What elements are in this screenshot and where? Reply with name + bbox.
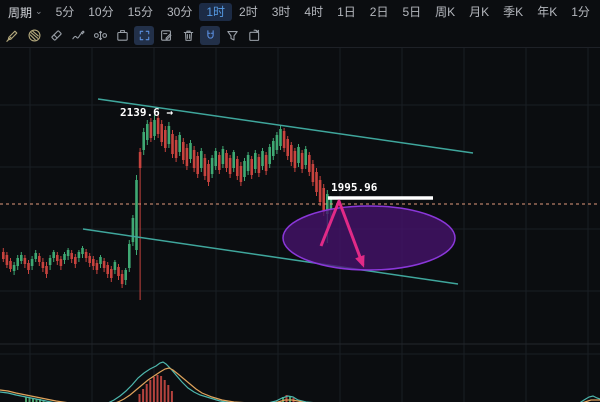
timeframe-bar-items: 5分 10分 15分 30分 1时 2时 3时 4时 1日 2日 5日 周K 月K 季K 年K 1分: [49, 3, 597, 21]
freehand-pen-icon[interactable]: [68, 26, 88, 45]
timeframe-button[interactable]: 1日: [337, 5, 356, 19]
no-drawing-icon[interactable]: [24, 26, 44, 45]
timeframe-button[interactable]: 2日: [369, 5, 389, 19]
timeframe-button[interactable]: 2时: [239, 5, 258, 19]
screenshot-icon[interactable]: [112, 26, 132, 45]
grid-lines: [0, 48, 600, 402]
timeframe-button[interactable]: 季K: [503, 5, 524, 19]
timeframe-button[interactable]: 1时: [199, 3, 233, 21]
ellipse-drawing[interactable]: [282, 205, 456, 271]
arrow-drawing[interactable]: [319, 199, 365, 268]
timeframe-button[interactable]: 5分: [55, 5, 75, 19]
period-dropdown[interactable]: 周期 ⌄: [5, 2, 49, 23]
timeframe-bar: 周期 ⌄ 5分 10分 15分 30分 1时 2时 3时 4时 1日 2日 5日 周K 月K 季K 年K 1分: [0, 0, 600, 24]
magnet-icon[interactable]: [200, 26, 220, 45]
current-price-label: 1995.96: [331, 181, 378, 194]
upper-trendline-drawing[interactable]: [97, 98, 474, 154]
filter-icon[interactable]: [222, 26, 242, 45]
edit-text-icon[interactable]: [156, 26, 176, 45]
timeframe-button[interactable]: 30分: [166, 5, 193, 19]
timeframe-button[interactable]: 1分: [571, 5, 590, 19]
chevron-down-icon: ⌄: [35, 5, 43, 16]
candlestick-series: [2, 113, 333, 300]
rectangle-select-icon[interactable]: [134, 26, 154, 45]
pencil-line-icon[interactable]: [2, 26, 22, 45]
peak-price-label: 2139.6 →: [120, 106, 173, 119]
timeframe-button[interactable]: 4时: [304, 5, 324, 19]
timeframe-button[interactable]: 年K: [537, 5, 558, 19]
timeframe-button[interactable]: 3时: [271, 5, 291, 19]
timeframe-button[interactable]: 15分: [127, 5, 153, 19]
timeframe-button[interactable]: 5日: [402, 5, 422, 19]
drawing-toolbar: [0, 24, 600, 48]
period-label: 周期: [8, 5, 33, 20]
price-range-icon[interactable]: [90, 26, 110, 45]
timeframe-button[interactable]: 10分: [88, 5, 114, 19]
macd-indicator: [0, 361, 600, 402]
replay-icon[interactable]: [244, 26, 264, 45]
timeframe-button[interactable]: 月K: [469, 5, 490, 19]
eraser-icon[interactable]: [46, 26, 66, 45]
timeframe-button[interactable]: 周K: [435, 5, 456, 19]
lower-trendline-drawing[interactable]: [82, 228, 459, 285]
trash-icon[interactable]: [178, 26, 198, 45]
